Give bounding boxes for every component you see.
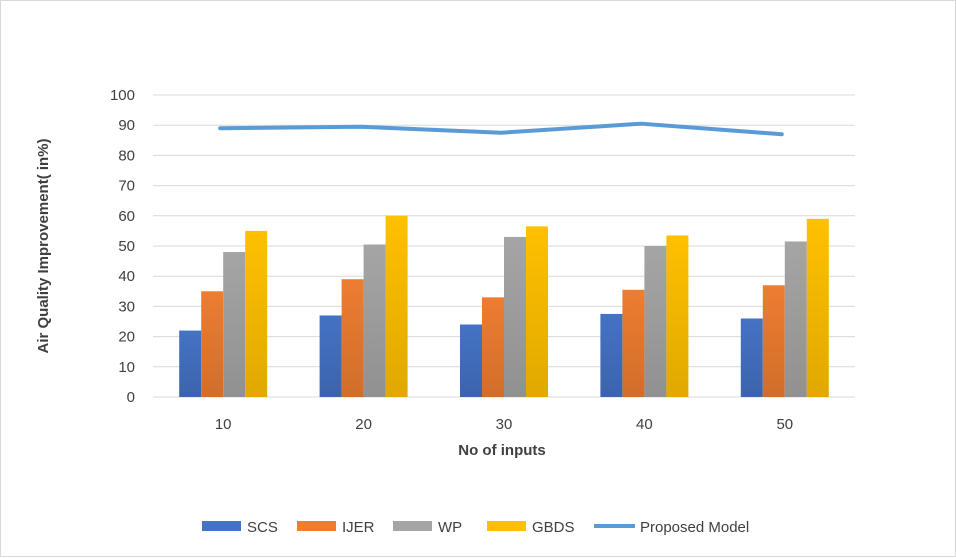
legend-swatch [487,521,526,531]
x-axis-title: No of inputs [458,442,545,459]
legend-item-proposed-model: Proposed Model [594,519,749,536]
y-tick-labels: 0 10 20 30 40 50 60 70 80 90 100 [110,87,135,406]
bar-ijer-20 [341,279,364,397]
line-series [218,121,784,137]
bar-ijer-50 [762,285,785,397]
legend-item-scs: SCS [202,519,278,536]
legend-label: IJER [342,519,375,536]
line-proposed-model [218,121,784,137]
bar-ijer-40 [622,289,645,397]
bar-ijer-30 [482,297,504,397]
bar-ijer-10 [201,291,224,397]
y-tick-label: 30 [118,298,135,315]
bar-scs-40 [600,313,623,397]
legend-swatch [202,521,241,531]
bar-gbds-30 [526,226,548,397]
legend-label: WP [438,519,462,536]
y-tick-label: 50 [118,238,135,255]
bar-scs-20 [319,315,342,397]
x-tick-labels: 10 20 30 40 50 [215,416,793,433]
legend-item-ijer: IJER [297,519,375,536]
y-tick-label: 60 [118,208,135,225]
bar-wp-10 [223,252,246,397]
bar-scs-30 [460,324,482,397]
bar-wp-50 [784,241,807,397]
x-tick-label: 50 [776,416,793,433]
y-tick-label: 40 [118,268,135,285]
bar-gbds-20 [385,215,408,397]
y-axis-title: Air Quality Improvement( in%) [35,138,52,353]
bar-wp-20 [363,244,386,397]
legend-label: SCS [247,519,278,536]
legend-swatch [393,521,432,531]
bars [179,215,829,397]
y-tick-label: 90 [118,117,135,134]
x-tick-label: 40 [636,416,653,433]
y-tick-label: 0 [127,389,135,406]
y-tick-label: 70 [118,178,135,195]
x-tick-label: 30 [496,416,513,433]
legend-swatch [297,521,336,531]
bar-wp-30 [504,236,526,397]
legend-item-gbds: GBDS [487,519,575,536]
bar-gbds-10 [245,230,268,397]
bar-wp-40 [644,246,667,397]
y-tick-label: 20 [118,329,135,346]
bar-gbds-50 [806,218,829,397]
legend-label: GBDS [532,519,575,536]
bar-scs-10 [179,330,202,397]
legend-item-wp: WP [393,519,462,536]
x-tick-label: 10 [215,416,232,433]
legend-label: Proposed Model [640,519,749,536]
y-tick-label: 10 [118,359,135,376]
y-tick-label: 100 [110,87,135,104]
legend: SCS IJER WP GBDS Proposed Model [202,519,749,536]
y-tick-label: 80 [118,147,135,164]
bar-gbds-40 [666,235,689,397]
bar-scs-50 [740,318,763,397]
x-tick-label: 20 [355,416,372,433]
